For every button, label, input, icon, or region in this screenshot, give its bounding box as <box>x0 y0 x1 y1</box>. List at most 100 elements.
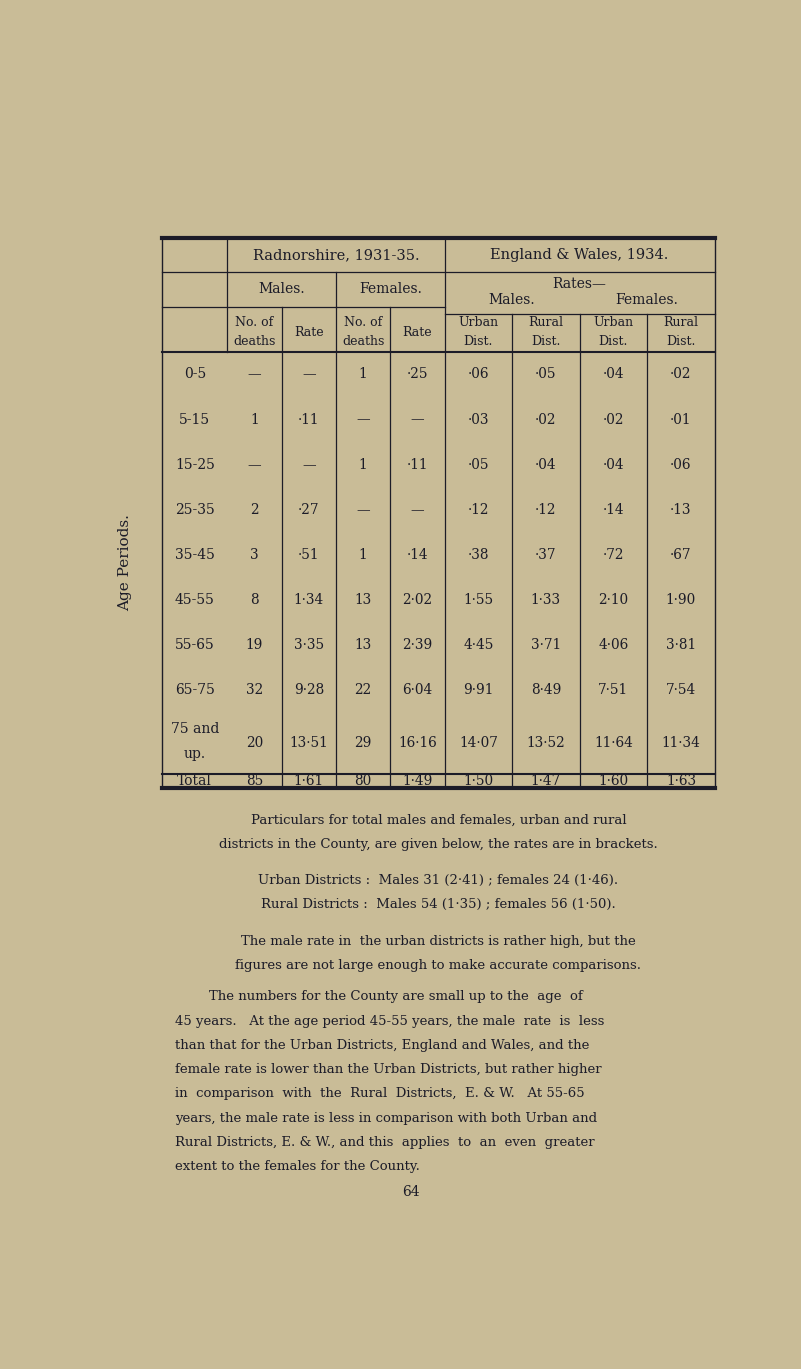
Text: Dist.: Dist. <box>464 335 493 348</box>
Text: No. of: No. of <box>344 316 382 329</box>
Text: —: — <box>302 457 316 472</box>
Text: ·37: ·37 <box>535 548 557 561</box>
Text: in  comparison  with  the  Rural  Districts,  E. & W.   At 55-65: in comparison with the Rural Districts, … <box>175 1087 584 1101</box>
Text: districts in the County, are given below, the rates are in brackets.: districts in the County, are given below… <box>219 838 658 850</box>
Text: 11·64: 11·64 <box>594 737 633 750</box>
Text: ·04: ·04 <box>535 457 557 472</box>
Text: 25-35: 25-35 <box>175 502 215 516</box>
Text: ·04: ·04 <box>602 367 624 382</box>
Text: 3·81: 3·81 <box>666 638 696 652</box>
Text: —: — <box>411 502 425 516</box>
Text: 8: 8 <box>250 593 259 606</box>
Text: ·27: ·27 <box>298 502 320 516</box>
Text: 6·04: 6·04 <box>402 683 433 697</box>
Text: The numbers for the County are small up to the  age  of: The numbers for the County are small up … <box>175 990 582 1003</box>
Text: ·11: ·11 <box>298 412 320 427</box>
Text: 3·35: 3·35 <box>294 638 324 652</box>
Text: Dist.: Dist. <box>598 335 628 348</box>
Text: 1: 1 <box>250 412 259 427</box>
Text: years, the male rate is less in comparison with both Urban and: years, the male rate is less in comparis… <box>175 1112 597 1125</box>
Text: 45 years.   At the age period 45-55 years, the male  rate  is  less: 45 years. At the age period 45-55 years,… <box>175 1014 604 1028</box>
Text: 14·07: 14·07 <box>459 737 498 750</box>
Text: 29: 29 <box>355 737 372 750</box>
Text: 19: 19 <box>246 638 264 652</box>
Text: 1·49: 1·49 <box>402 773 433 789</box>
Text: ·14: ·14 <box>602 502 624 516</box>
Text: —: — <box>356 502 370 516</box>
Text: Rates—: Rates— <box>553 278 606 292</box>
Text: 7·51: 7·51 <box>598 683 629 697</box>
Text: ·04: ·04 <box>602 457 624 472</box>
Text: ·14: ·14 <box>407 548 429 561</box>
Text: ·02: ·02 <box>535 412 557 427</box>
Text: Rural: Rural <box>663 316 698 329</box>
Text: —: — <box>302 367 316 382</box>
Text: 5-15: 5-15 <box>179 412 211 427</box>
Text: ·13: ·13 <box>670 502 692 516</box>
Text: Rate: Rate <box>403 326 433 340</box>
Text: 3·71: 3·71 <box>531 638 561 652</box>
Text: ·05: ·05 <box>535 367 557 382</box>
Text: 7·54: 7·54 <box>666 683 696 697</box>
Text: 1·90: 1·90 <box>666 593 696 606</box>
Text: Particulars for total males and females, urban and rural: Particulars for total males and females,… <box>251 813 626 827</box>
Text: ·12: ·12 <box>535 502 557 516</box>
Text: ·02: ·02 <box>670 367 692 382</box>
Text: 4·45: 4·45 <box>463 638 493 652</box>
Text: —: — <box>356 412 370 427</box>
Text: 55-65: 55-65 <box>175 638 215 652</box>
Text: 75 and: 75 and <box>171 723 219 737</box>
Text: Radnorshire, 1931-35.: Radnorshire, 1931-35. <box>252 248 420 261</box>
Text: 3: 3 <box>250 548 259 561</box>
Text: 35-45: 35-45 <box>175 548 215 561</box>
Text: The male rate in  the urban districts is rather high, but the: The male rate in the urban districts is … <box>241 935 636 947</box>
Text: 1·55: 1·55 <box>463 593 493 606</box>
Text: 0-5: 0-5 <box>183 367 206 382</box>
Text: 1: 1 <box>359 367 368 382</box>
Text: Total: Total <box>177 773 212 789</box>
Text: 1·63: 1·63 <box>666 773 696 789</box>
Text: —: — <box>248 457 261 472</box>
Text: 13·51: 13·51 <box>289 737 328 750</box>
Text: Males.: Males. <box>489 293 536 307</box>
Text: Females.: Females. <box>359 282 422 296</box>
Text: ·51: ·51 <box>298 548 320 561</box>
Text: up.: up. <box>183 746 206 761</box>
Text: Dist.: Dist. <box>666 335 695 348</box>
Text: 11·34: 11·34 <box>662 737 700 750</box>
Text: ·02: ·02 <box>602 412 624 427</box>
Text: 45-55: 45-55 <box>175 593 215 606</box>
Text: 1·60: 1·60 <box>598 773 629 789</box>
Text: 1: 1 <box>359 457 368 472</box>
Text: Rural: Rural <box>529 316 563 329</box>
Text: 85: 85 <box>246 773 264 789</box>
Text: deaths: deaths <box>233 335 276 348</box>
Text: 13: 13 <box>355 638 372 652</box>
Text: Females.: Females. <box>616 293 678 307</box>
Text: 1·61: 1·61 <box>294 773 324 789</box>
Text: ·72: ·72 <box>602 548 624 561</box>
Text: Rate: Rate <box>294 326 324 340</box>
Text: 9·91: 9·91 <box>463 683 493 697</box>
Text: Dist.: Dist. <box>531 335 561 348</box>
Text: 9·28: 9·28 <box>294 683 324 697</box>
Text: Males.: Males. <box>259 282 305 296</box>
Text: ·06: ·06 <box>468 367 489 382</box>
Text: than that for the Urban Districts, England and Wales, and the: than that for the Urban Districts, Engla… <box>175 1039 589 1051</box>
Text: 1: 1 <box>359 548 368 561</box>
Text: 80: 80 <box>355 773 372 789</box>
Text: ·06: ·06 <box>670 457 692 472</box>
Text: 13·52: 13·52 <box>526 737 566 750</box>
Text: figures are not large enough to make accurate comparisons.: figures are not large enough to make acc… <box>235 958 642 972</box>
Text: deaths: deaths <box>342 335 384 348</box>
Text: Urban: Urban <box>594 316 634 329</box>
Text: 8·49: 8·49 <box>531 683 562 697</box>
Text: ·67: ·67 <box>670 548 692 561</box>
Text: 64: 64 <box>401 1186 420 1199</box>
Text: 1·34: 1·34 <box>294 593 324 606</box>
Text: Age Periods.: Age Periods. <box>118 515 132 611</box>
Text: 2·10: 2·10 <box>598 593 629 606</box>
Text: ·01: ·01 <box>670 412 692 427</box>
Text: Rural Districts, E. & W., and this  applies  to  an  even  greater: Rural Districts, E. & W., and this appli… <box>175 1136 594 1149</box>
Text: ·38: ·38 <box>468 548 489 561</box>
